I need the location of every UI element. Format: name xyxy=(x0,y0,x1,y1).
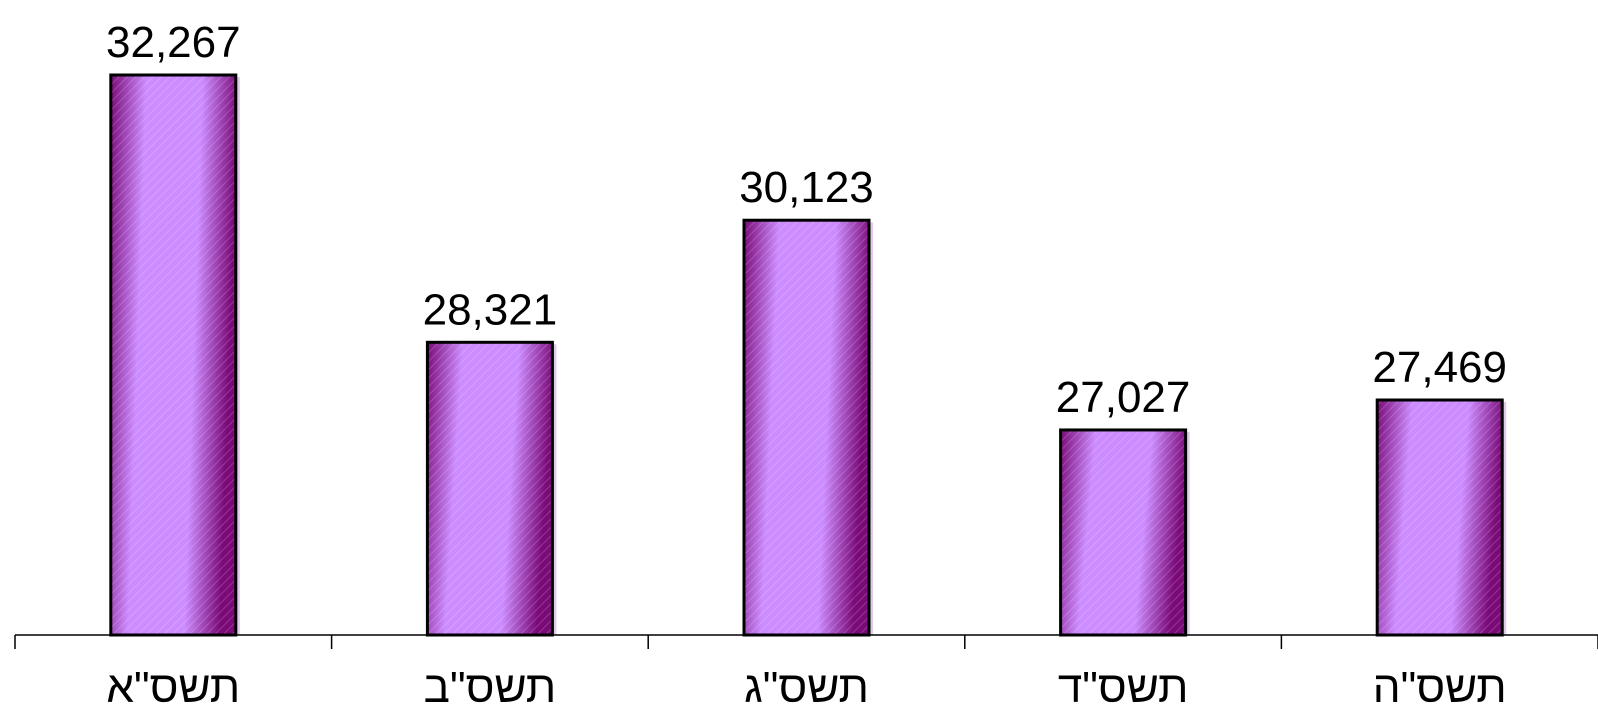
bar-texture xyxy=(112,76,235,634)
x-tick-label: תשס"א xyxy=(106,663,240,712)
bar xyxy=(1059,428,1190,637)
data-label: 30,123 xyxy=(739,163,874,212)
bar xyxy=(425,340,557,637)
bar-texture xyxy=(745,221,868,634)
x-axis-ticks xyxy=(14,635,1598,649)
x-tick-label: תשס"ב xyxy=(424,663,556,712)
x-tick-label: תשס"ה xyxy=(1373,663,1507,712)
bar-texture xyxy=(428,343,551,634)
data-label: 27,027 xyxy=(1056,373,1191,422)
bar-texture xyxy=(1378,401,1501,634)
bar xyxy=(1375,398,1507,637)
labels-layer: 32,267 תשס"א 28,321 תשס"ב 30,123 תשס"ג 27,027 ת… xyxy=(106,18,1507,712)
data-label: 28,321 xyxy=(423,285,558,334)
bar-texture xyxy=(1062,431,1185,634)
x-tick-label: תשס"ג xyxy=(744,663,869,712)
x-tick-label: תשס"ד xyxy=(1058,663,1189,712)
bar xyxy=(109,73,240,637)
data-label: 27,469 xyxy=(1372,343,1507,392)
bars-layer xyxy=(109,73,1507,637)
data-label: 32,267 xyxy=(106,18,241,67)
bar xyxy=(742,218,873,637)
